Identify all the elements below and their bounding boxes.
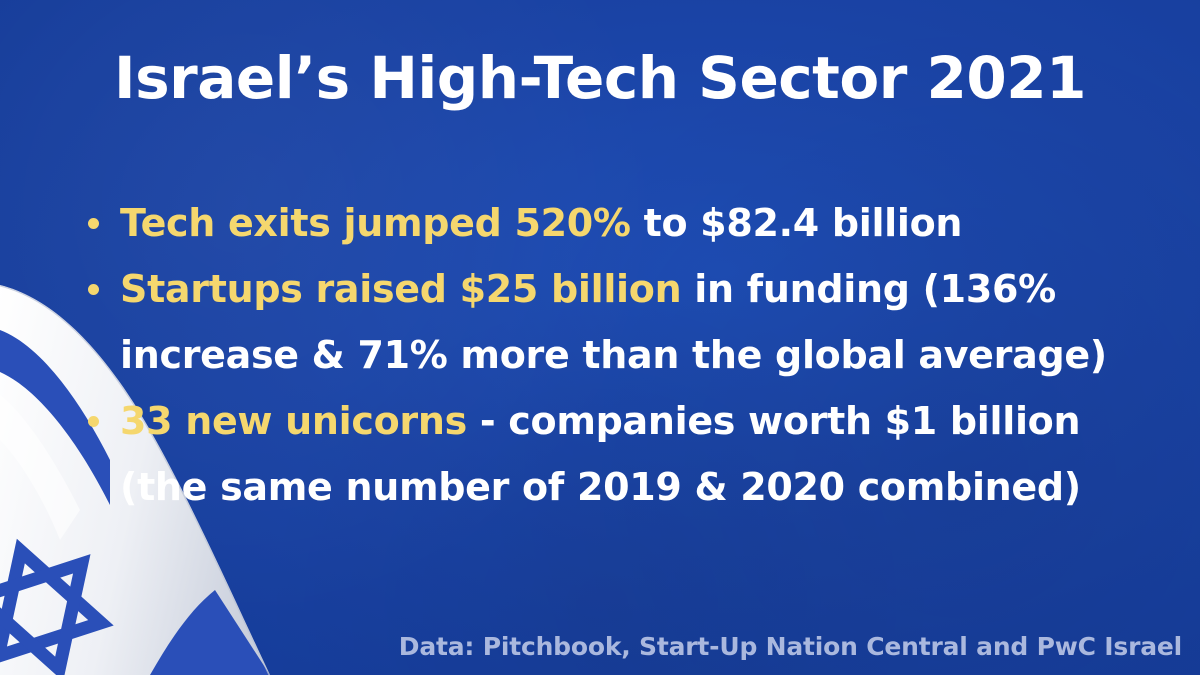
- stat-funding-highlight: Startups raised $25 billion: [120, 267, 682, 311]
- stats-list: Tech exits jumped 520% to $82.4 billion …: [84, 190, 1174, 520]
- stat-unicorns: 33 new unicorns - companies worth $1 bil…: [84, 388, 1174, 520]
- page-title: Israel’s High-Tech Sector 2021: [114, 44, 1086, 112]
- data-source-credit: Data: Pitchbook, Start-Up Nation Central…: [398, 632, 1182, 661]
- stat-unicorns-text: - companies worth $1 billion: [466, 399, 1081, 443]
- stat-unicorns-highlight: 33 new unicorns: [120, 399, 467, 443]
- star-of-david-icon: [0, 538, 114, 675]
- stat-funding-continuation: increase & 71% more than the global aver…: [120, 333, 1107, 377]
- stat-unicorns-continuation: (the same number of 2019 & 2020 combined…: [120, 465, 1081, 509]
- stat-exits-text: to $82.4 billion: [630, 201, 963, 245]
- stat-exits-highlight: Tech exits jumped 520%: [120, 201, 631, 245]
- stat-funding-text: in funding (136%: [681, 267, 1056, 311]
- stat-exits: Tech exits jumped 520% to $82.4 billion: [84, 190, 1174, 256]
- stat-funding: Startups raised $25 billion in funding (…: [84, 256, 1174, 388]
